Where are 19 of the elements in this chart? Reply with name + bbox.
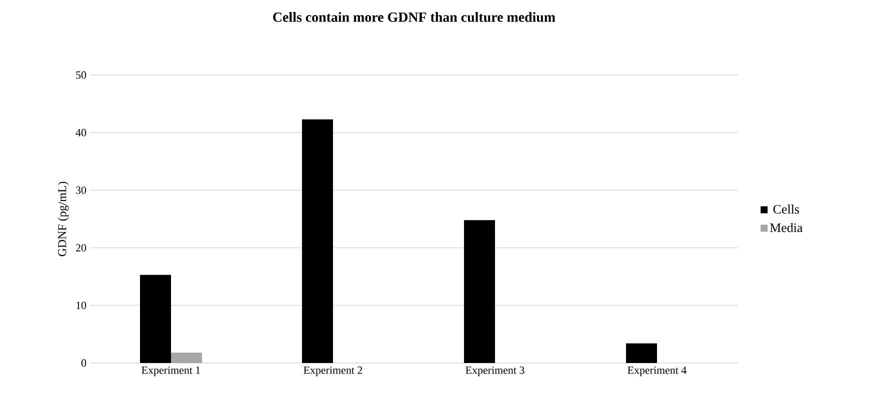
bar [302,119,334,363]
bar [140,274,171,363]
legend-label: Cells [773,204,800,214]
y-tick-label: 10 [76,302,86,310]
x-tick-label: Experiment 1 [142,366,200,376]
bar [626,343,658,363]
legend-label: Media [770,222,803,232]
y-tick-label: 40 [76,128,86,136]
y-tick-label: 20 [76,244,86,252]
y-tick-label: 50 [76,71,86,79]
y-tick-label: 30 [76,186,86,194]
bar [464,220,496,363]
bar [171,352,202,363]
x-tick-label: Experiment 3 [466,366,524,376]
chart-title: Cells contain more GDNF than culture medium [273,12,556,22]
y-tick-label: 0 [81,359,86,367]
y-axis-title: GDNF (pg/mL) [58,182,69,256]
x-tick-label: Experiment 2 [304,366,362,376]
x-tick-label: Experiment 4 [628,366,687,376]
